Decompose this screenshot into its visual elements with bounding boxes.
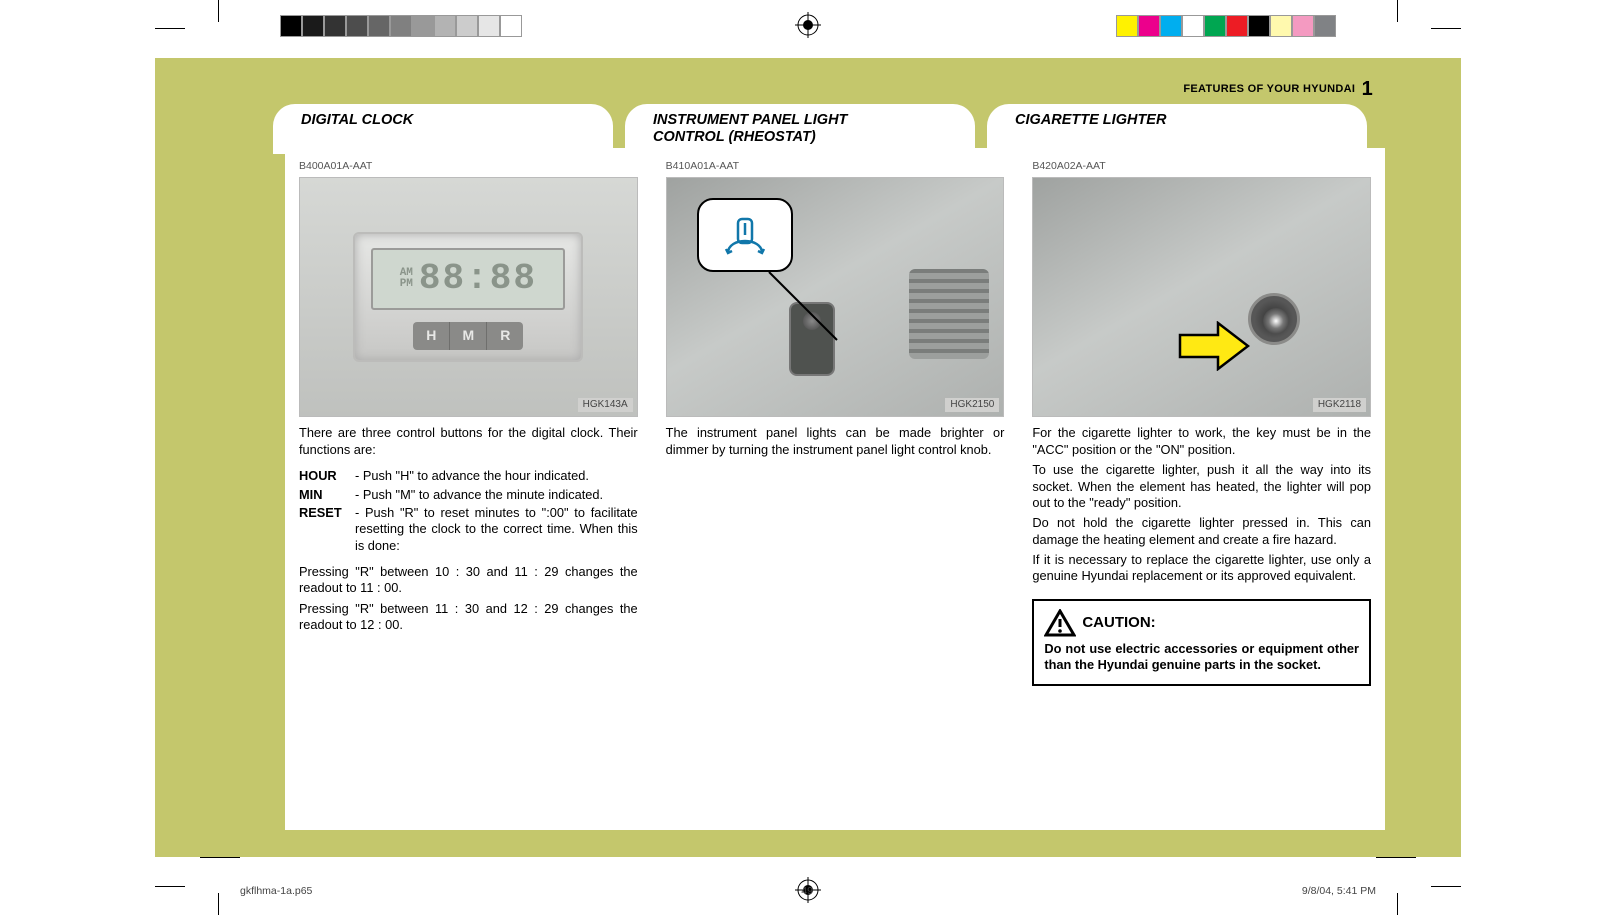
clock-body: AM PM 88:88 H M R bbox=[353, 232, 583, 362]
grayscale-swatches bbox=[280, 15, 522, 37]
warning-icon bbox=[1044, 609, 1076, 637]
figure-tag: HGK2150 bbox=[945, 398, 999, 413]
definition-key: HOUR bbox=[299, 468, 355, 484]
tab-rheostat: INSTRUMENT PANEL LIGHT CONTROL (RHEOSTAT… bbox=[625, 104, 975, 154]
definition-list: HOUR- Push "H" to advance the hour indic… bbox=[299, 468, 638, 554]
definition-key: RESET bbox=[299, 505, 355, 554]
crop-mark bbox=[1397, 893, 1398, 915]
reset-example-1: Pressing "R" between 10 : 30 and 11 : 29… bbox=[299, 564, 638, 597]
crop-mark bbox=[1397, 0, 1398, 22]
ref-code: B400A01A-AAT bbox=[299, 160, 638, 173]
brightness-knob-icon bbox=[720, 213, 770, 257]
crop-mark bbox=[1431, 886, 1461, 887]
clock-button-h: H bbox=[413, 322, 450, 350]
definition-desc: - Push "H" to advance the hour indicated… bbox=[355, 468, 638, 484]
rheostat-description: The instrument panel lights can be made … bbox=[666, 425, 1005, 458]
crop-mark bbox=[218, 893, 219, 915]
tab-digital-clock: DIGITAL CLOCK bbox=[273, 104, 613, 154]
clock-button-r: R bbox=[487, 322, 523, 350]
header-band: FEATURES OF YOUR HYUNDAI 1 bbox=[285, 70, 1385, 98]
clock-lcd: AM PM 88:88 bbox=[371, 248, 565, 310]
footer-timestamp: 9/8/04, 5:41 PM bbox=[1302, 885, 1376, 897]
caution-text: Do not use electric accessories or equip… bbox=[1044, 641, 1359, 674]
definition-row: HOUR- Push "H" to advance the hour indic… bbox=[299, 468, 638, 484]
clock-button-m: M bbox=[450, 322, 487, 350]
definition-row: MIN- Push "M" to advance the minute indi… bbox=[299, 487, 638, 503]
figure-tag: HGK143A bbox=[578, 398, 633, 413]
figure-tag: HGK2118 bbox=[1313, 398, 1366, 413]
push-arrow-icon bbox=[1178, 321, 1250, 375]
clock-time: 88:88 bbox=[419, 256, 537, 302]
definition-row: RESET- Push "R" to reset minutes to ":00… bbox=[299, 505, 638, 554]
figure-rheostat: HGK2150 bbox=[666, 177, 1005, 417]
section-title: FEATURES OF YOUR HYUNDAI bbox=[1183, 83, 1355, 95]
footer-crop-marks bbox=[200, 847, 1416, 867]
column-digital-clock: B400A01A-AAT AM PM 88:88 H M R bbox=[285, 150, 652, 830]
column-rheostat: B410A01A-AAT HGK2150 bbox=[652, 150, 1019, 830]
dashboard-vent bbox=[909, 269, 989, 359]
color-swatches bbox=[1116, 15, 1336, 37]
column-lighter: B420A02A-AAT HGK2118 For the cigarette l… bbox=[1018, 150, 1385, 830]
p4: If it is necessary to replace the cigare… bbox=[1032, 552, 1371, 585]
crop-mark bbox=[155, 886, 185, 887]
tab-title: CIGARETTE LIGHTER bbox=[1015, 112, 1347, 129]
clock-buttons: H M R bbox=[413, 322, 523, 350]
ref-code: B410A01A-AAT bbox=[666, 160, 1005, 173]
p3: Do not hold the cigarette lighter presse… bbox=[1032, 515, 1371, 548]
tab-cigarette-lighter: CIGARETTE LIGHTER bbox=[987, 104, 1367, 154]
footer-file: gkflhma-1a.p65 bbox=[240, 885, 312, 897]
intro-text: There are three control buttons for the … bbox=[299, 425, 638, 458]
footer-meta: gkflhma-1a.p65 49 9/8/04, 5:41 PM bbox=[240, 885, 1376, 897]
chapter-number: 1 bbox=[1362, 78, 1373, 100]
figure-lighter: HGK2118 bbox=[1032, 177, 1371, 417]
callout-icon-bubble bbox=[697, 198, 793, 272]
definition-desc: - Push "M" to advance the minute indicat… bbox=[355, 487, 638, 503]
footer-page: 49 bbox=[801, 885, 813, 897]
crop-mark bbox=[218, 0, 219, 22]
crop-mark bbox=[1431, 28, 1461, 29]
figure-digital-clock: AM PM 88:88 H M R HGK143A bbox=[299, 177, 638, 417]
tab-title: INSTRUMENT PANEL LIGHT CONTROL (RHEOSTAT… bbox=[653, 112, 955, 145]
crop-mark bbox=[155, 28, 185, 29]
tab-title: DIGITAL CLOCK bbox=[301, 112, 593, 129]
p1: For the cigarette lighter to work, the k… bbox=[1032, 425, 1371, 458]
lighter-socket bbox=[1248, 293, 1300, 345]
ampm-indicator: AM PM bbox=[400, 268, 413, 290]
definition-key: MIN bbox=[299, 487, 355, 503]
caution-box: CAUTION: Do not use electric accessories… bbox=[1032, 599, 1371, 686]
reset-example-2: Pressing "R" between 11 : 30 and 12 : 29… bbox=[299, 601, 638, 634]
definition-desc: - Push "R" to reset minutes to ":00" to … bbox=[355, 505, 638, 554]
page-content: FEATURES OF YOUR HYUNDAI 1 49 DIGITAL CL… bbox=[285, 70, 1385, 830]
ref-code: B420A02A-AAT bbox=[1032, 160, 1371, 173]
pm-label: PM bbox=[400, 279, 413, 290]
p2: To use the cigarette lighter, push it al… bbox=[1032, 462, 1371, 511]
section-tabs: DIGITAL CLOCK INSTRUMENT PANEL LIGHT CON… bbox=[285, 98, 1385, 148]
caution-title: CAUTION: bbox=[1082, 613, 1155, 632]
registration-mark-top bbox=[795, 12, 821, 38]
